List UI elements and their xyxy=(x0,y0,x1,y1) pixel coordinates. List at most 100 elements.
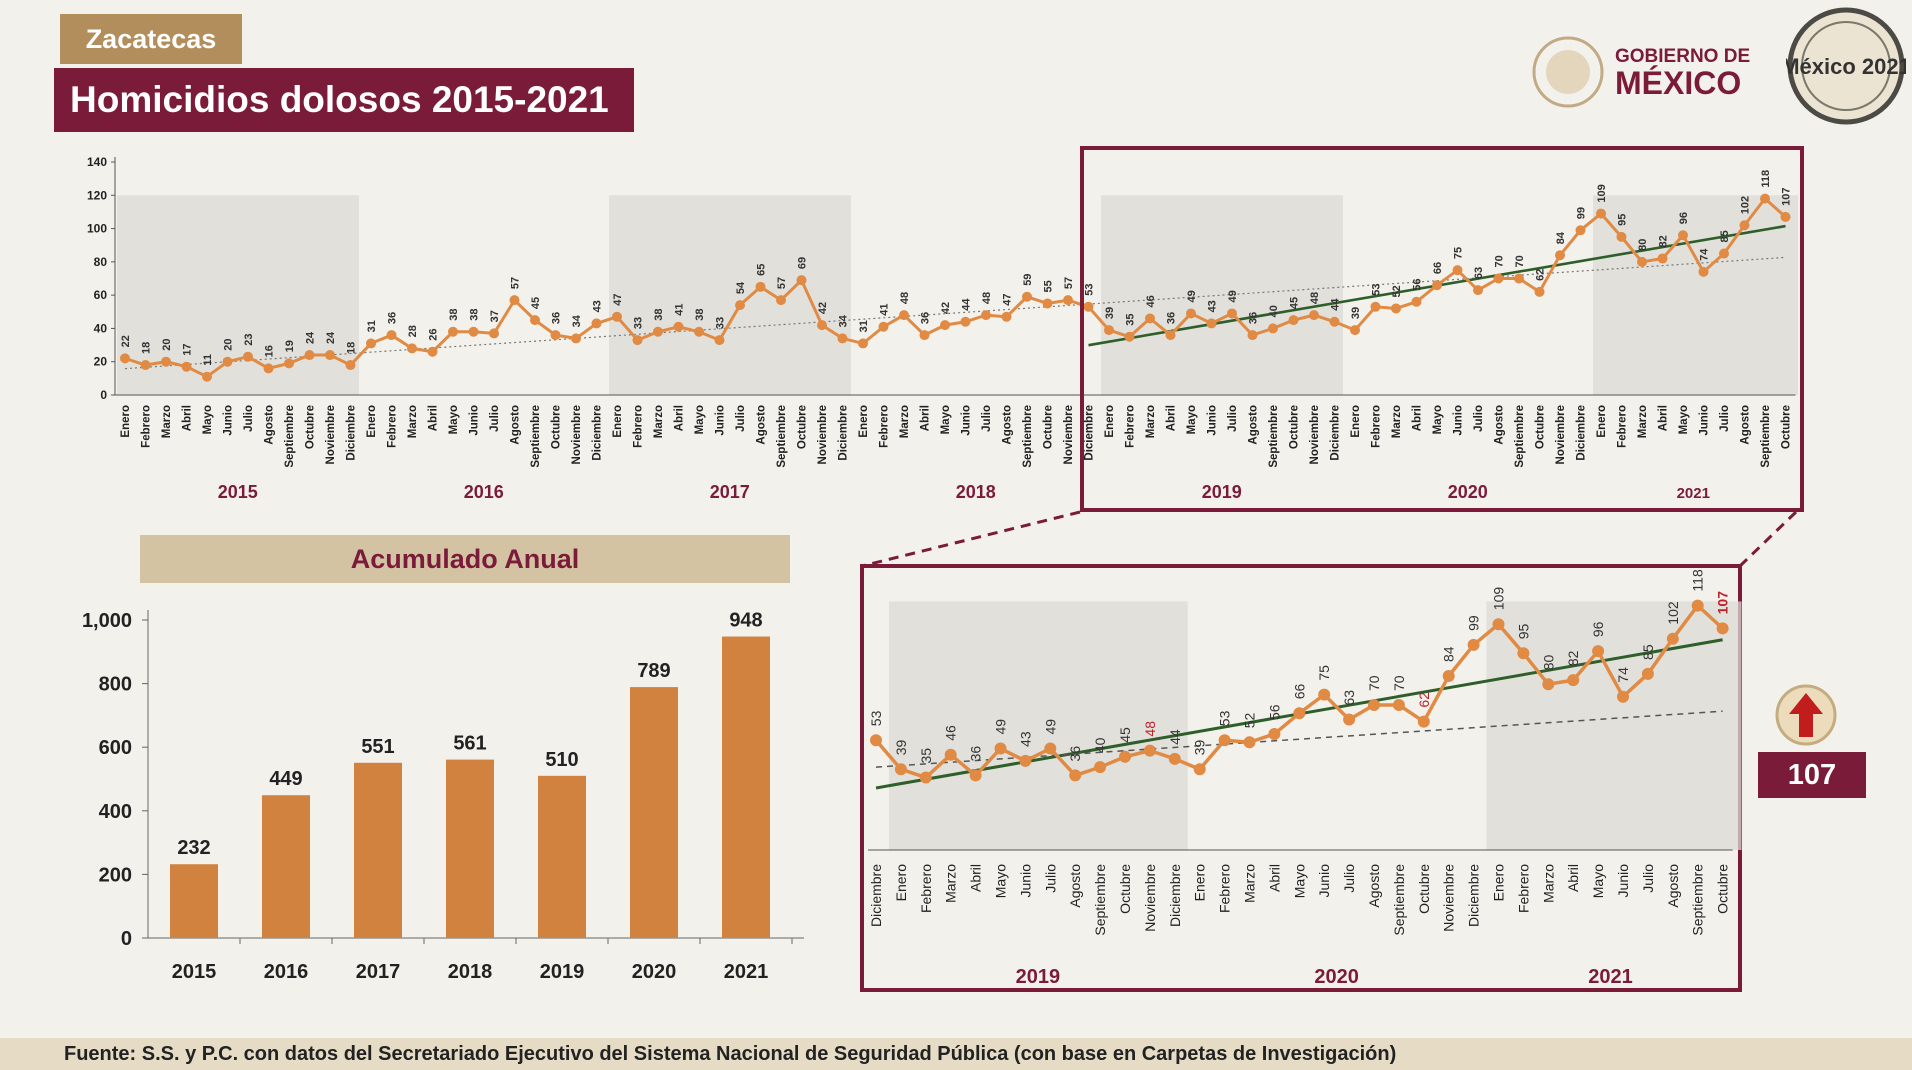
gobierno-de-mexico-logo: GOBIERNO DE MÉXICO xyxy=(1532,36,1750,108)
month-label: Enero xyxy=(366,405,378,438)
month-label: Enero xyxy=(120,405,132,438)
bar-2015 xyxy=(170,864,218,938)
zoom-trend-line xyxy=(875,638,1723,790)
zoom-month-label: Septiembre xyxy=(1391,864,1407,936)
data-label: 28 xyxy=(407,325,419,337)
zoom-month-label: Agosto xyxy=(1665,864,1681,908)
month-label: Julio xyxy=(1227,405,1239,432)
data-label: 38 xyxy=(469,309,481,321)
source-footer: Fuente: S.S. y P.C. con datos del Secret… xyxy=(0,1038,1912,1070)
data-point xyxy=(612,311,622,322)
data-label: 36 xyxy=(1166,312,1178,324)
y-tick-label: 40 xyxy=(94,321,108,335)
bar-category-label: 2021 xyxy=(724,961,769,983)
data-label: 46 xyxy=(1145,295,1157,307)
data-point xyxy=(1001,311,1012,322)
trend-line-dotted xyxy=(124,256,1786,370)
data-point xyxy=(632,335,643,346)
zoom-data-label: 52 xyxy=(1242,712,1258,728)
zoom-data-point xyxy=(1542,678,1555,691)
data-point xyxy=(1596,208,1606,219)
zoom-data-point xyxy=(1094,761,1107,774)
bar-y-tick-label: 400 xyxy=(99,801,132,823)
zoom-data-point xyxy=(1368,699,1380,711)
year-shade-2019 xyxy=(1101,195,1343,395)
data-point xyxy=(1780,211,1791,222)
zoom-data-label: 53 xyxy=(1217,710,1233,726)
zoom-trend-dashed xyxy=(875,710,1723,768)
zoom-month-label: Marzo xyxy=(1540,864,1556,903)
bar-2019 xyxy=(538,775,586,938)
data-label: 95 xyxy=(1617,214,1629,226)
month-label: Noviembre xyxy=(817,405,829,464)
month-label: Mayo xyxy=(202,405,214,434)
data-label: 37 xyxy=(489,310,501,322)
eagle-seal-icon xyxy=(1532,36,1604,108)
data-point xyxy=(161,356,171,367)
data-point xyxy=(981,310,991,321)
data-label: 66 xyxy=(1432,262,1444,274)
data-label: 38 xyxy=(653,309,665,321)
zoom-month-label: Junio xyxy=(1615,864,1631,898)
data-point xyxy=(591,318,602,329)
zoom-data-point xyxy=(944,748,957,761)
zoom-data-label: 46 xyxy=(943,725,959,741)
data-label: 42 xyxy=(817,302,829,314)
data-label: 53 xyxy=(1371,284,1383,296)
zoom-month-label: Noviembre xyxy=(1142,864,1158,932)
zoom-data-point xyxy=(1069,769,1082,782)
data-label: 31 xyxy=(366,320,378,332)
zoom-data-point xyxy=(894,763,907,776)
data-label: 19 xyxy=(284,340,296,352)
data-point xyxy=(407,343,417,354)
data-point xyxy=(837,333,848,344)
data-label: 70 xyxy=(1494,255,1506,267)
zoom-month-label: Marzo xyxy=(1242,864,1258,903)
zoom-month-label: Noviembre xyxy=(1441,864,1457,932)
data-point xyxy=(1411,296,1422,307)
data-label: 48 xyxy=(899,292,911,304)
month-label: Julio xyxy=(735,405,747,432)
data-point xyxy=(1575,225,1586,236)
zoom-month-label: Junio xyxy=(1316,864,1332,898)
data-label: 53 xyxy=(1084,284,1096,296)
zoom-month-label: Mayo xyxy=(1590,864,1606,898)
data-point xyxy=(1616,231,1627,242)
data-label: 11 xyxy=(202,354,214,366)
month-label: Febrero xyxy=(1125,405,1137,448)
month-label: Julio xyxy=(1473,405,1485,432)
data-label: 34 xyxy=(838,314,850,327)
month-label: Marzo xyxy=(1391,405,1403,438)
month-label: Octubre xyxy=(1535,405,1547,449)
data-label: 57 xyxy=(1063,277,1075,289)
month-label: Junio xyxy=(715,405,727,436)
data-label: 38 xyxy=(694,309,706,321)
data-point xyxy=(489,328,499,339)
data-label: 36 xyxy=(551,312,563,324)
bar-category-label: 2016 xyxy=(264,961,309,983)
data-point xyxy=(550,330,561,341)
month-label: Agosto xyxy=(756,405,768,445)
data-point xyxy=(140,360,151,371)
data-point xyxy=(284,358,294,369)
data-label: 31 xyxy=(858,320,870,332)
y-tick-label: 60 xyxy=(94,288,108,302)
data-point xyxy=(1186,308,1196,319)
month-label: Junio xyxy=(1207,405,1219,436)
zoom-month-label: Abril xyxy=(1266,864,1282,892)
data-label: 52 xyxy=(1391,285,1403,297)
month-label: Marzo xyxy=(161,405,173,438)
data-point xyxy=(1370,301,1381,312)
data-point xyxy=(1514,273,1524,284)
seal-ring-icon xyxy=(1787,7,1905,125)
zoom-data-point xyxy=(1243,736,1256,749)
zoom-data-label: 49 xyxy=(993,719,1009,735)
month-label: Octubre xyxy=(1781,405,1793,449)
data-point xyxy=(1124,331,1135,342)
data-label: 55 xyxy=(1043,280,1055,292)
zoom-data-label: 35 xyxy=(918,748,934,764)
data-point xyxy=(509,295,520,306)
data-point xyxy=(448,326,458,337)
data-point xyxy=(427,346,438,357)
bar-value-label: 551 xyxy=(361,736,394,758)
